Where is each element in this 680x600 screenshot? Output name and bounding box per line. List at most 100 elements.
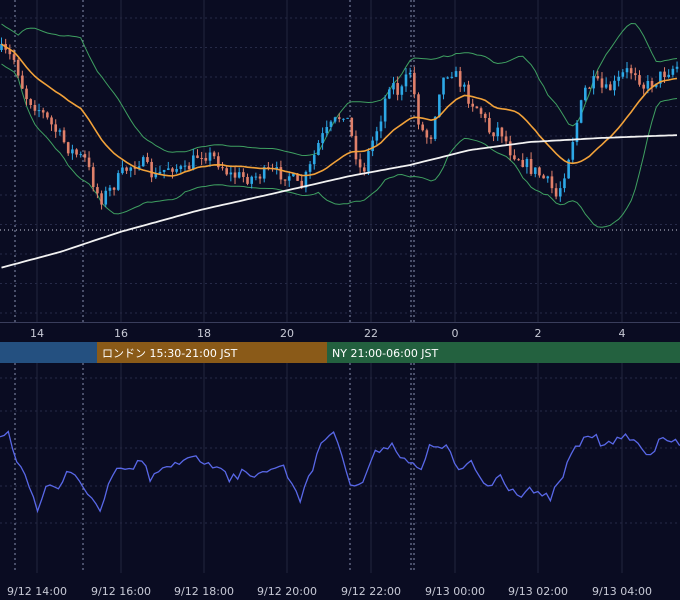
candle xyxy=(571,137,575,163)
candle xyxy=(116,170,120,191)
candle xyxy=(237,167,241,179)
candle xyxy=(675,61,679,73)
candle xyxy=(550,170,554,194)
candle xyxy=(638,70,641,87)
candle xyxy=(167,161,170,171)
candle xyxy=(558,181,562,202)
candle xyxy=(187,162,191,170)
candle xyxy=(442,77,445,100)
candle xyxy=(333,116,337,124)
session-segment xyxy=(327,342,680,363)
candle xyxy=(287,171,291,187)
candle xyxy=(575,120,579,146)
candle xyxy=(563,173,566,193)
candle xyxy=(8,44,12,60)
candle xyxy=(225,165,228,176)
candle xyxy=(542,173,545,179)
candle xyxy=(337,113,341,123)
oscillator-chart[interactable] xyxy=(0,363,680,573)
candle xyxy=(312,150,316,170)
candle xyxy=(33,100,37,116)
candle xyxy=(584,85,587,102)
candle xyxy=(471,98,475,112)
candle xyxy=(242,168,245,183)
price-background xyxy=(0,0,680,322)
candle xyxy=(425,128,429,144)
candle xyxy=(625,61,629,79)
candle xyxy=(592,70,595,95)
candle xyxy=(525,157,529,174)
candle xyxy=(87,151,91,171)
candle xyxy=(521,153,525,168)
candle xyxy=(37,103,41,118)
candle xyxy=(204,152,208,164)
candle xyxy=(58,128,62,136)
candle xyxy=(283,179,287,187)
time-tick-label: 9/12 22:00 xyxy=(341,585,401,598)
price-chart-svg[interactable] xyxy=(0,0,680,322)
time-tick-label: 9/13 04:00 xyxy=(592,585,652,598)
hour-tick-label: 22 xyxy=(364,327,378,340)
candle xyxy=(659,71,662,88)
candle xyxy=(250,175,253,189)
candle xyxy=(413,66,416,99)
candle xyxy=(146,152,149,164)
candle xyxy=(275,161,279,175)
hour-tick-label: 14 xyxy=(30,327,44,340)
bollinger-lower-line xyxy=(1,63,678,228)
candle xyxy=(546,175,550,183)
candle xyxy=(100,190,103,210)
price-hour-axis: 14 16 18 20 22 0 2 4 xyxy=(0,322,680,342)
candle xyxy=(325,120,329,137)
hour-tick-label: 18 xyxy=(197,327,211,340)
candle xyxy=(179,164,183,173)
candle xyxy=(396,76,399,101)
candle xyxy=(600,72,604,94)
candle xyxy=(96,183,99,199)
candle xyxy=(609,81,612,91)
candle xyxy=(208,147,212,167)
candle xyxy=(183,160,187,172)
candle xyxy=(133,161,137,175)
candle xyxy=(492,132,495,142)
candle xyxy=(604,77,608,90)
candle xyxy=(433,115,437,142)
oscillator-chart-svg[interactable] xyxy=(0,363,680,573)
candle xyxy=(112,186,116,196)
candle xyxy=(46,111,49,120)
candle xyxy=(125,166,128,174)
candle xyxy=(162,169,166,179)
price-chart[interactable] xyxy=(0,0,680,322)
time-tick-label: 9/12 16:00 xyxy=(91,585,151,598)
candle xyxy=(329,120,333,132)
candle xyxy=(446,76,449,80)
candle xyxy=(108,184,112,197)
candle xyxy=(671,65,675,78)
candle xyxy=(229,165,233,182)
candle xyxy=(121,160,124,175)
ma-orange-line xyxy=(1,43,678,177)
candle xyxy=(342,118,345,122)
candle xyxy=(533,167,537,178)
candle xyxy=(383,95,387,129)
hour-tick-label: 20 xyxy=(280,327,294,340)
candle xyxy=(642,82,645,95)
time-tick-label: 9/12 14:00 xyxy=(7,585,67,598)
candle xyxy=(279,160,283,185)
candle xyxy=(483,112,487,123)
candle xyxy=(83,150,87,162)
candle xyxy=(62,127,66,144)
candle xyxy=(29,98,32,109)
candle xyxy=(596,70,600,81)
candle xyxy=(246,173,249,186)
candle xyxy=(54,119,58,138)
candle xyxy=(650,77,654,93)
candle xyxy=(417,92,420,130)
candle xyxy=(392,76,395,95)
session-bar: ロンドン 15:30-21:00 JST NY 21:00-06:00 JST xyxy=(0,342,680,363)
candle xyxy=(408,67,412,79)
time-tick-label: 9/13 00:00 xyxy=(425,585,485,598)
candle xyxy=(488,112,491,135)
candle xyxy=(141,155,145,167)
candle xyxy=(400,84,404,101)
